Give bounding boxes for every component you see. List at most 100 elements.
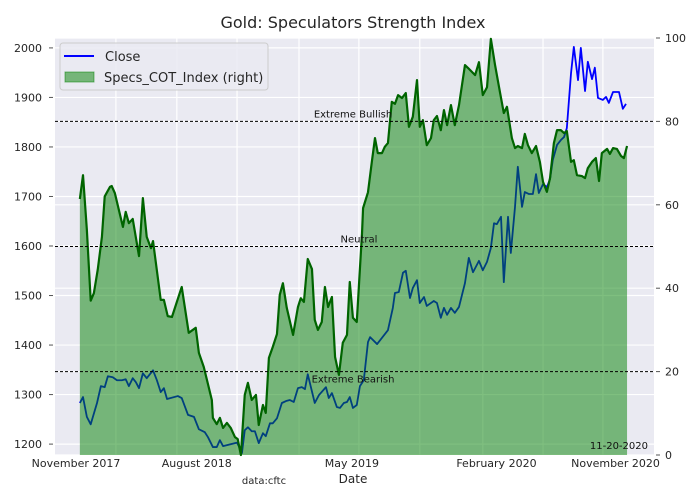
close-point (219, 440, 220, 441)
close-point (207, 437, 208, 438)
cot-point (482, 95, 483, 96)
x-tick-label: May 2019 (325, 457, 379, 470)
cot-point (160, 299, 161, 300)
close-point (339, 407, 340, 408)
close-point (528, 193, 529, 194)
cot-point (454, 125, 455, 126)
y-left-tick-label: 1300 (14, 389, 42, 402)
y-left-tick-label: 1400 (14, 339, 42, 352)
close-point (247, 427, 248, 428)
cot-point (150, 248, 151, 249)
close-point (594, 67, 595, 68)
cot-point (524, 133, 525, 134)
close-point (436, 302, 437, 303)
cot-point (272, 346, 273, 347)
close-point (336, 406, 337, 407)
cot-point (300, 298, 301, 299)
cot-point (146, 236, 147, 237)
close-point (193, 416, 194, 417)
cot-point (426, 145, 427, 146)
cot-point (324, 286, 325, 287)
cot-point (539, 161, 540, 162)
cot-point (397, 95, 398, 96)
cot-point (226, 422, 227, 423)
close-point (325, 387, 326, 388)
cot-point (595, 157, 596, 158)
close-point (293, 401, 294, 402)
cot-point (443, 110, 444, 111)
close-point (100, 386, 101, 387)
cot-point (573, 160, 574, 161)
close-point (281, 402, 282, 403)
close-point (160, 392, 161, 393)
close-point (580, 47, 581, 48)
x-tick-label: November 2020 (571, 457, 660, 470)
cot-point (282, 283, 283, 284)
cot-point (90, 300, 91, 301)
close-point (510, 252, 511, 253)
close-point (446, 314, 447, 315)
cot-point (262, 404, 263, 405)
close-point (482, 270, 483, 271)
close-point (478, 260, 479, 261)
cot-point (314, 319, 315, 320)
y-right-tick-label: 0 (665, 449, 672, 462)
cot-point (450, 105, 451, 106)
cot-point (612, 147, 613, 148)
cot-point (560, 130, 561, 131)
cot-point (412, 116, 413, 117)
cot-point (440, 130, 441, 131)
cot-point (93, 293, 94, 294)
close-point (314, 402, 315, 403)
close-point (121, 380, 122, 381)
close-point (236, 442, 237, 443)
close-point (152, 370, 153, 371)
cot-point (563, 132, 564, 133)
cot-point (433, 120, 434, 121)
cot-point (606, 148, 607, 149)
close-point (212, 446, 213, 447)
close-point (535, 174, 536, 175)
cot-point (381, 152, 382, 153)
close-point (392, 307, 393, 308)
cot-point (362, 208, 363, 209)
close-point (556, 144, 557, 145)
close-point (90, 424, 91, 425)
cot-point (531, 152, 532, 153)
cot-point (327, 306, 328, 307)
close-point (276, 418, 277, 419)
close-point (419, 302, 420, 303)
cot-point (234, 436, 235, 437)
close-point (605, 96, 606, 97)
reference-line-label: Extreme Bullish (314, 109, 392, 120)
close-point (128, 386, 129, 387)
cot-point (219, 417, 220, 418)
cot-point (331, 296, 332, 297)
cot-point (342, 342, 343, 343)
cot-point (171, 316, 172, 317)
close-point (352, 407, 353, 408)
series-layer (78, 37, 629, 457)
cot-point (367, 192, 368, 193)
close-point (412, 288, 413, 289)
cot-point (349, 281, 350, 282)
cot-point (576, 175, 577, 176)
cot-point (601, 152, 602, 153)
close-point (416, 280, 417, 281)
cot-point (334, 356, 335, 357)
close-point (450, 307, 451, 308)
y-right-tick-label: 60 (665, 199, 679, 212)
legend-cot-swatch (64, 71, 95, 83)
close-point (331, 392, 332, 393)
cot-point (494, 65, 495, 66)
cot-point (377, 152, 378, 153)
close-point (507, 216, 508, 217)
cot-point (97, 269, 98, 270)
cot-point (222, 427, 223, 428)
close-point (591, 79, 592, 80)
close-point (135, 382, 136, 383)
cot-point (122, 226, 123, 227)
close-point (387, 330, 388, 331)
close-point (570, 73, 571, 74)
cot-point (255, 394, 256, 395)
